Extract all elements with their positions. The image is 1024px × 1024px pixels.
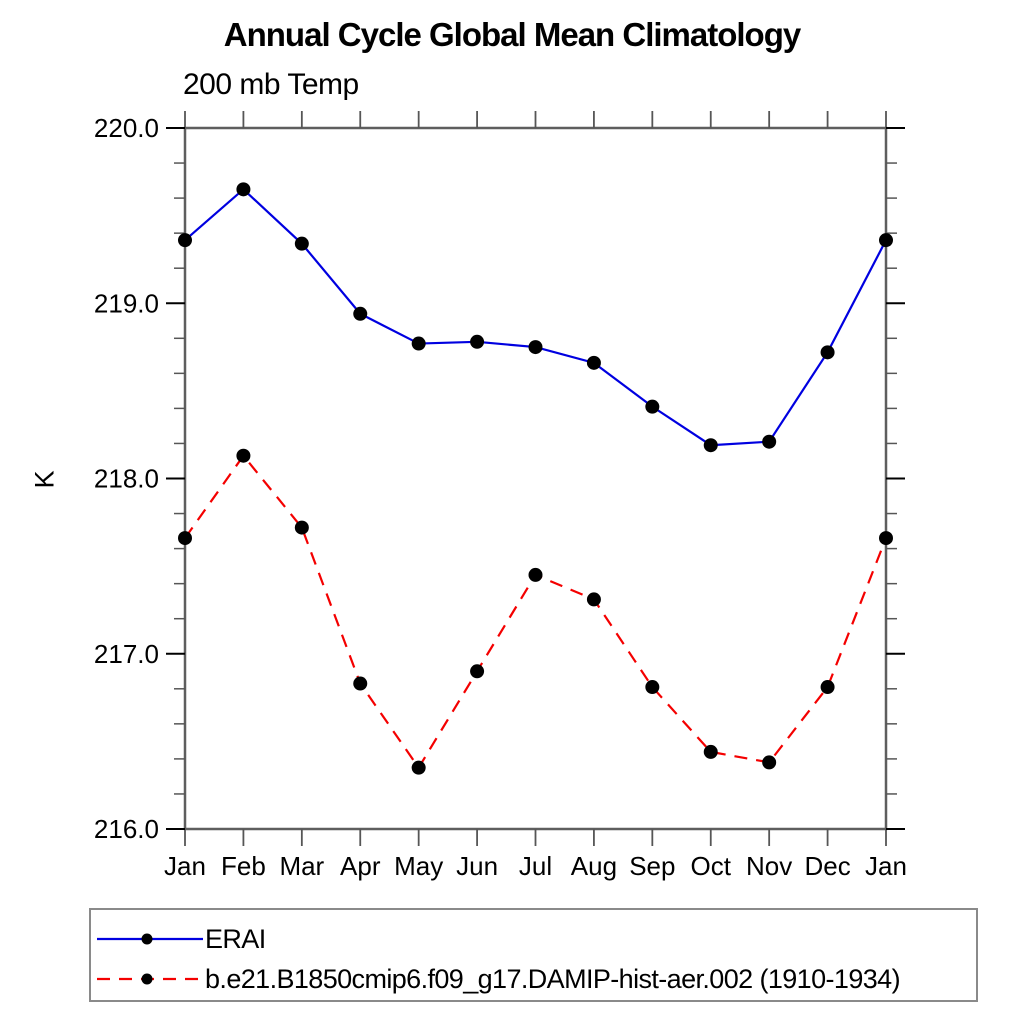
- legend-item: ERAI: [91, 919, 976, 959]
- svg-text:Dec: Dec: [804, 851, 850, 881]
- svg-text:Nov: Nov: [746, 851, 792, 881]
- svg-text:Sep: Sep: [629, 851, 675, 881]
- svg-text:216.0: 216.0: [94, 814, 159, 844]
- y-axis-label: K: [29, 470, 60, 489]
- svg-text:217.0: 217.0: [94, 639, 159, 669]
- svg-text:220.0: 220.0: [94, 113, 159, 143]
- chart-subtitle: 200 mb Temp: [183, 68, 359, 101]
- legend-label: ERAI: [205, 923, 266, 954]
- chart-title: Annual Cycle Global Mean Climatology: [223, 16, 801, 53]
- legend-line-sample-icon: [97, 933, 203, 945]
- svg-text:May: May: [394, 851, 443, 881]
- legend-line-sample-icon: [97, 973, 203, 985]
- svg-text:Apr: Apr: [340, 851, 381, 881]
- svg-text:Feb: Feb: [221, 851, 266, 881]
- svg-text:219.0: 219.0: [94, 288, 159, 318]
- svg-text:Jun: Jun: [456, 851, 498, 881]
- legend-label: b.e21.B1850cmip6.f09_g17.DAMIP-hist-aer.…: [205, 963, 901, 994]
- legend-item: b.e21.B1850cmip6.f09_g17.DAMIP-hist-aer.…: [91, 959, 976, 999]
- svg-text:Jan: Jan: [865, 851, 907, 881]
- svg-text:Jan: Jan: [164, 851, 206, 881]
- svg-text:Aug: Aug: [571, 851, 617, 881]
- legend: ERAI b.e21.B1850cmip6.f09_g17.DAMIP-hist…: [89, 908, 978, 1002]
- svg-text:218.0: 218.0: [94, 464, 159, 494]
- svg-text:Mar: Mar: [279, 851, 324, 881]
- svg-text:Jul: Jul: [519, 851, 552, 881]
- svg-text:Oct: Oct: [691, 851, 732, 881]
